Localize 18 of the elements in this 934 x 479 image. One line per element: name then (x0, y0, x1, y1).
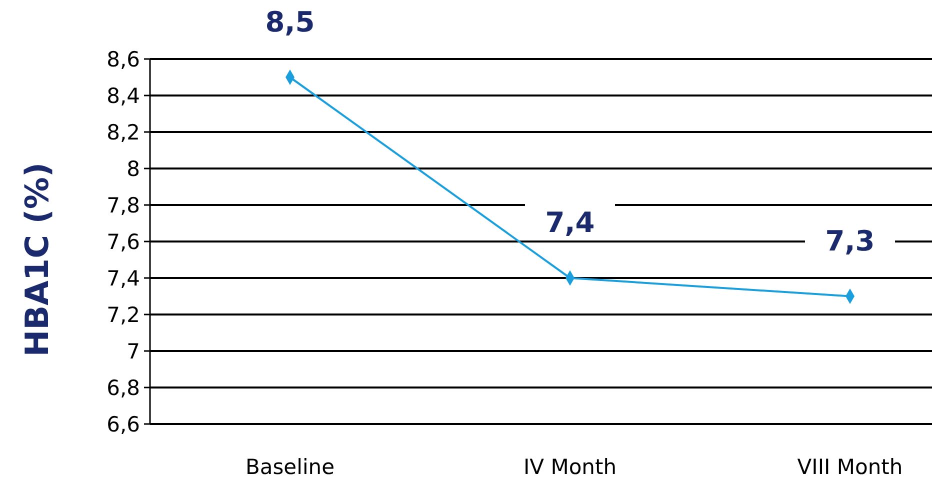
y-axis-title: HBA1C (%) (18, 162, 56, 357)
y-tick-label: 6,8 (106, 376, 140, 400)
data-label: 7,3 (825, 224, 875, 258)
y-tick-label: 8,6 (106, 47, 140, 72)
y-tick-label: 7,2 (106, 302, 140, 327)
x-tick-label: VIII Month (797, 455, 903, 479)
data-label: 8,5 (265, 5, 315, 38)
y-tick-label: 6,6 (106, 412, 140, 436)
x-tick-label: IV Month (523, 455, 617, 479)
y-tick-label: 8 (126, 156, 140, 181)
y-tick-label: 7 (126, 339, 140, 364)
y-tick-label: 7,8 (106, 193, 140, 218)
y-tick-label: 7,4 (106, 266, 140, 290)
x-tick-label: Baseline (245, 455, 335, 479)
y-tick-label: 8,2 (106, 120, 140, 144)
data-label: 7,4 (545, 206, 595, 239)
y-tick-label: 7,6 (106, 230, 140, 254)
y-tick-label: 8,4 (106, 84, 140, 108)
